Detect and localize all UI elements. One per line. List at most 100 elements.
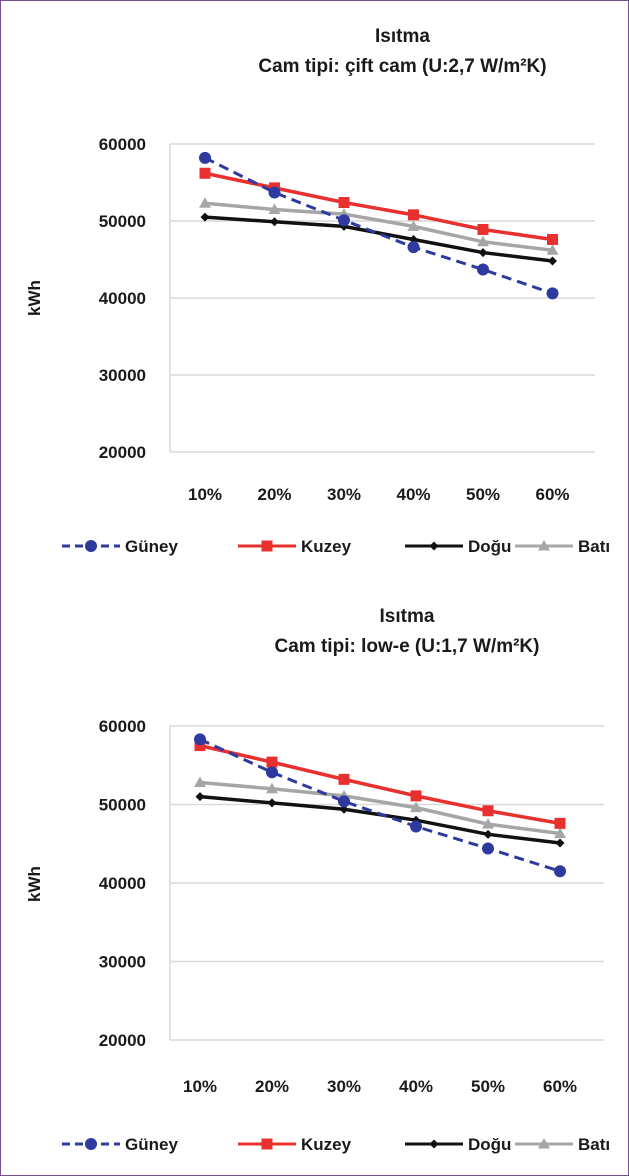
x-tick-label: 10% <box>183 1077 217 1096</box>
legend-entry: Batı <box>515 537 610 556</box>
legend-marker <box>538 540 550 551</box>
data-point <box>410 790 422 802</box>
legend-entry: Güney <box>62 1135 178 1154</box>
data-point <box>410 801 422 813</box>
data-point <box>194 776 206 788</box>
legend-label: Kuzey <box>301 537 352 556</box>
x-tick-label: 30% <box>327 485 361 504</box>
x-tick-label: 60% <box>535 485 569 504</box>
y-tick-label: 40000 <box>99 874 146 893</box>
data-point <box>554 865 566 878</box>
x-tick-label: 20% <box>257 485 291 504</box>
series-line <box>204 201 553 252</box>
data-point <box>482 818 494 829</box>
data-point <box>477 235 489 247</box>
data-point <box>338 197 350 209</box>
legend-entry: Doğu <box>405 1135 511 1154</box>
series-line <box>199 743 561 826</box>
series-line <box>199 794 561 845</box>
y-axis-label: kWh <box>25 280 44 316</box>
legend-marker <box>261 1138 273 1150</box>
data-point <box>199 151 211 164</box>
legend-marker <box>429 541 439 551</box>
data-point <box>477 223 489 235</box>
legend-label: Batı <box>578 537 610 556</box>
legend-marker <box>429 1139 439 1149</box>
y-tick-label: 30000 <box>99 366 146 385</box>
chart-title: Isıtma <box>375 26 430 47</box>
data-point <box>547 233 558 245</box>
chart-1: Isıtma Cam tipi: çift cam (U:2,7 W/m²K) 20… <box>25 26 610 556</box>
y-tick-label: 30000 <box>99 953 146 972</box>
data-point <box>482 805 494 817</box>
data-point <box>478 248 488 258</box>
data-point <box>408 209 419 221</box>
series-Kuzey <box>194 740 566 829</box>
y-tick-label: 40000 <box>99 289 146 308</box>
legend-entry: Kuzey <box>238 537 352 556</box>
data-point <box>483 829 493 839</box>
data-point <box>194 733 206 746</box>
data-point <box>548 256 557 266</box>
y-tick-label: 20000 <box>99 443 146 462</box>
x-tick-label: 40% <box>396 485 430 504</box>
data-point <box>410 820 422 833</box>
y-tick-label: 60000 <box>99 717 146 736</box>
series-Güney <box>194 733 566 878</box>
data-point <box>268 186 281 199</box>
series-Batı <box>199 197 559 255</box>
data-point <box>270 217 279 227</box>
chart-subtitle: Cam tipi: low-e (U:1,7 W/m²K) <box>275 636 540 657</box>
y-tick-label: 50000 <box>99 796 146 815</box>
legend-label: Doğu <box>468 537 511 556</box>
x-tick-label: 50% <box>471 1077 505 1096</box>
data-point <box>554 827 566 839</box>
data-point <box>554 817 566 829</box>
legend-label: Doğu <box>468 1135 511 1154</box>
data-point <box>266 756 278 768</box>
data-point <box>546 287 559 300</box>
series-line <box>204 215 553 263</box>
data-point <box>407 220 420 231</box>
legend-marker <box>85 540 97 552</box>
series-line <box>204 156 553 295</box>
data-point <box>200 212 210 222</box>
y-tick-label: 20000 <box>99 1031 146 1050</box>
data-point <box>338 214 350 227</box>
data-point <box>482 842 494 855</box>
data-point <box>194 740 206 752</box>
y-axis-label: kWh <box>25 866 44 902</box>
legend-entry: Doğu <box>405 537 511 556</box>
data-point <box>199 197 211 208</box>
data-point <box>195 792 205 802</box>
x-tick-label: 50% <box>466 485 500 504</box>
data-point <box>339 804 349 814</box>
data-point <box>477 263 489 276</box>
series-line <box>199 780 561 836</box>
data-point <box>268 203 281 214</box>
data-point <box>338 773 350 785</box>
data-point <box>199 167 211 179</box>
data-point <box>267 798 277 808</box>
data-point <box>407 241 420 254</box>
x-tick-label: 40% <box>399 1077 433 1096</box>
legend-label: Güney <box>125 537 178 556</box>
x-tick-label: 30% <box>327 1077 361 1096</box>
legend-entry: Kuzey <box>238 1135 352 1154</box>
legend-label: Güney <box>125 1135 178 1154</box>
chart-title: Isıtma <box>380 606 435 627</box>
data-point <box>266 766 278 779</box>
data-point <box>555 838 565 848</box>
legend-label: Kuzey <box>301 1135 352 1154</box>
x-tick-label: 60% <box>543 1077 577 1096</box>
legend-marker <box>85 1138 97 1150</box>
data-point <box>266 782 278 794</box>
legend-entry: Batı <box>515 1135 610 1154</box>
data-point <box>338 795 350 808</box>
legend-label: Batı <box>578 1135 610 1154</box>
chart-subtitle: Cam tipi: çift cam (U:2,7 W/m²K) <box>258 56 546 77</box>
y-tick-label: 60000 <box>99 135 146 154</box>
legend-entry: Güney <box>62 537 178 556</box>
x-tick-label: 20% <box>255 1077 289 1096</box>
